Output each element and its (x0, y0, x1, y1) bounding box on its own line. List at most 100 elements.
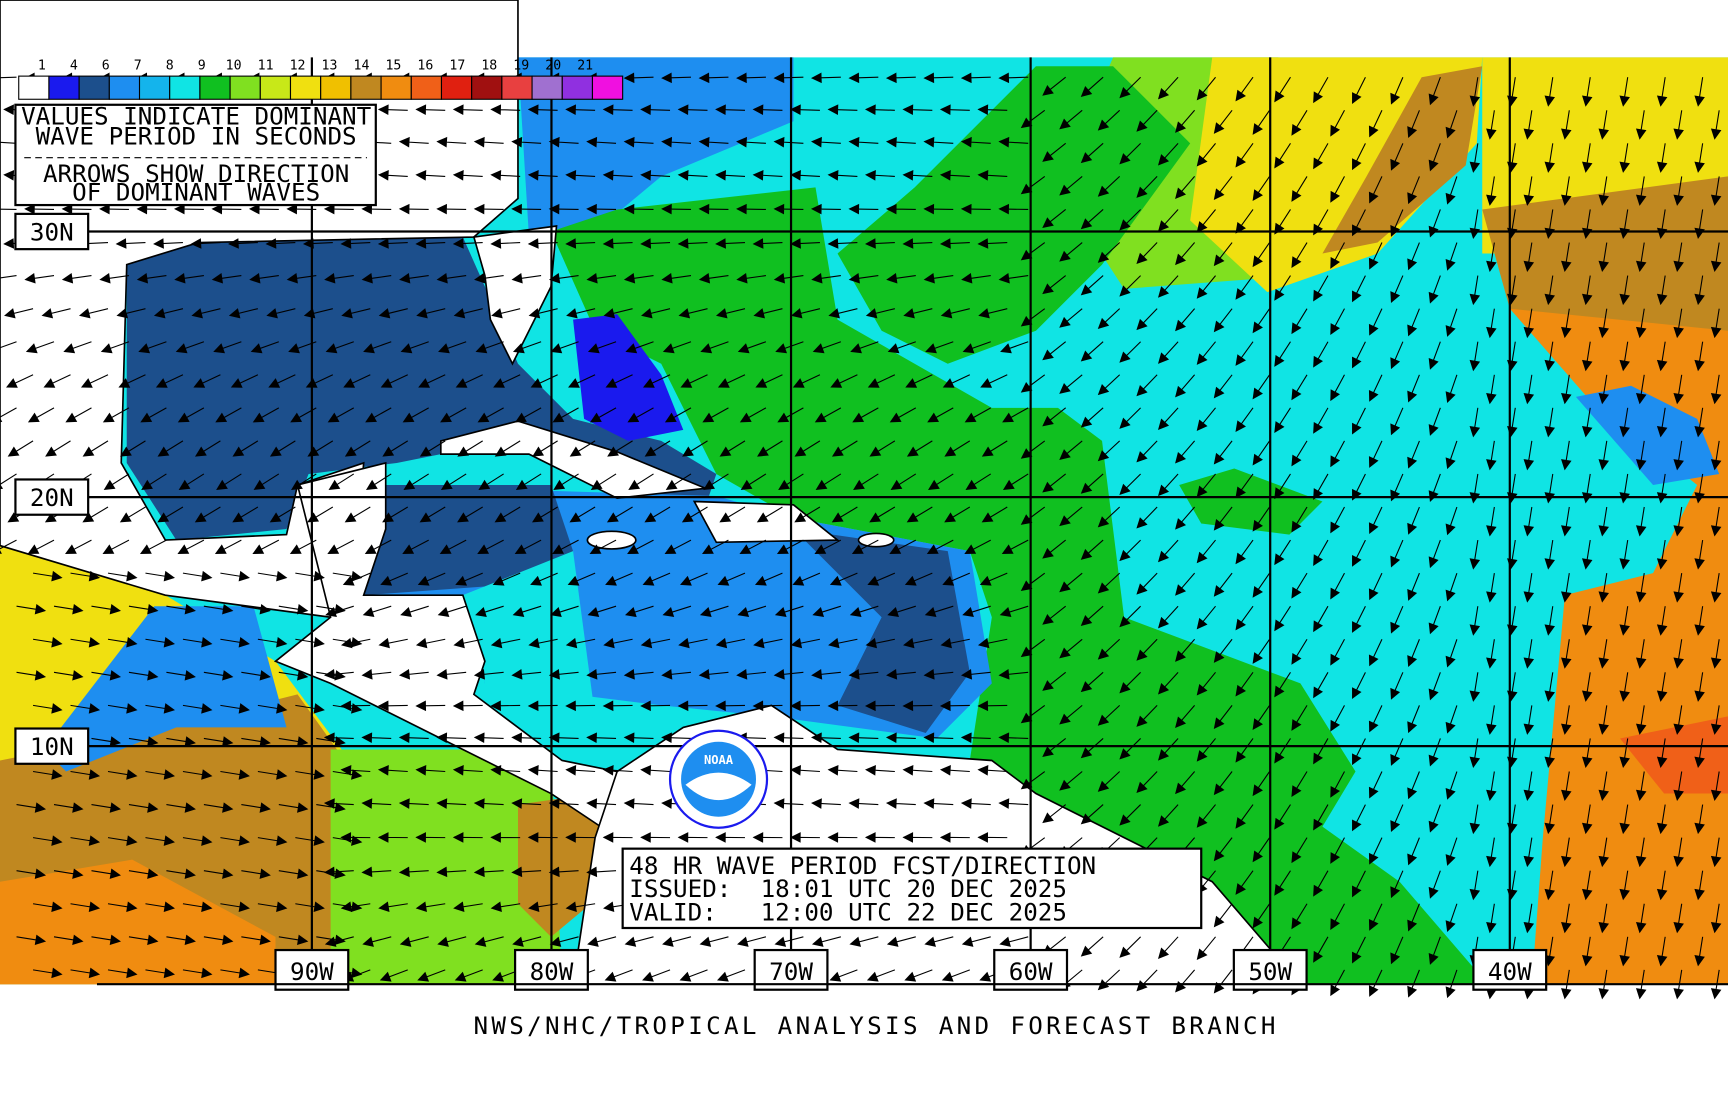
wave-arrow (1445, 176, 1458, 205)
wave-arrow (589, 539, 617, 555)
wave-arrow (295, 703, 325, 714)
wave-arrow (257, 570, 288, 582)
wave-arrow (1213, 969, 1233, 994)
wave-arrow (1097, 308, 1121, 329)
wave-arrow (1042, 275, 1067, 295)
wave-arrow (977, 765, 1008, 776)
wave-arrow (1544, 672, 1555, 702)
wave-arrow (850, 341, 879, 354)
wave-arrow (1710, 506, 1722, 537)
wave-arrow (565, 765, 596, 776)
wave-arrow (1158, 936, 1179, 959)
wave-arrow (1523, 374, 1535, 405)
wave-arrow (1544, 407, 1555, 438)
wave-arrow (752, 170, 783, 181)
wave-arrow (440, 407, 467, 423)
wave-arrow (553, 473, 579, 490)
wave-arrow (698, 273, 729, 284)
wave-arrow (1544, 275, 1555, 306)
wave-arrow (1407, 374, 1420, 403)
wave-arrow (830, 374, 858, 388)
wave-arrow (1235, 804, 1254, 829)
wave-arrow (1710, 705, 1722, 735)
wave-arrow (698, 136, 729, 148)
wave-arrow (640, 170, 671, 181)
wave-arrow (532, 506, 558, 523)
wave-arrow (332, 769, 363, 780)
wave-arrow (642, 374, 671, 388)
wave-arrow (527, 238, 558, 249)
wave-arrow (0, 473, 17, 490)
wave-arrow (1635, 308, 1647, 339)
wave-arrow (1213, 837, 1233, 862)
wave-arrow (457, 506, 483, 523)
wave-arrow (1428, 804, 1441, 833)
wave-arrow (1330, 374, 1345, 402)
wave-arrow (586, 669, 617, 680)
wave-arrow (1080, 76, 1104, 98)
wave-arrow (1635, 771, 1647, 802)
wave-arrow (399, 936, 429, 947)
wave-arrow (642, 572, 671, 586)
wave-arrow (70, 570, 101, 582)
wave-arrow (1673, 110, 1684, 140)
wave-arrow (512, 936, 542, 947)
wave-arrow (1390, 143, 1404, 171)
wave-arrow (1390, 738, 1404, 766)
wave-arrow (848, 732, 879, 744)
legend: 1 4 6 7 8 9 10 11 12 13 14 15 16 17 18 19 20 21 (18, 59, 624, 100)
wave-arrow (365, 473, 392, 490)
wave-arrow (1598, 242, 1609, 273)
wave-arrow (1561, 440, 1572, 471)
wave-arrow (924, 936, 954, 947)
wave-arrow (1136, 176, 1158, 198)
wave-arrow (1213, 506, 1233, 531)
wave-arrow (755, 374, 783, 388)
wave-arrow (773, 273, 804, 284)
wave-arrow (811, 936, 841, 947)
wave-arrow (1235, 76, 1254, 102)
wave-arrow (924, 605, 954, 618)
wave-arrow (1213, 771, 1233, 796)
wave-arrow (377, 238, 408, 249)
wave-arrow (1158, 671, 1179, 695)
wave-arrow (887, 605, 916, 618)
wave-arrow (794, 506, 821, 523)
wave-arrow (328, 473, 355, 490)
wave-arrow (602, 170, 633, 181)
wave-arrow (1656, 870, 1668, 901)
legend-label: 15 (385, 59, 401, 74)
wave-arrow (640, 700, 671, 712)
wave-arrow (1158, 209, 1179, 232)
wave-arrow (1544, 143, 1555, 173)
wave-arrow (903, 308, 933, 319)
legend-swatch (531, 75, 563, 100)
wave-arrow (794, 440, 821, 457)
wave-arrow (715, 170, 746, 181)
wave-arrow (999, 605, 1029, 618)
wave-arrow (1291, 374, 1308, 401)
wave-arrow (1330, 110, 1345, 137)
wave-arrow (1020, 440, 1046, 459)
wave-arrow (1313, 143, 1329, 170)
wave-arrow (528, 637, 558, 649)
wave-arrow (549, 936, 579, 947)
wave-arrow (241, 868, 271, 879)
wave-arrow (1486, 771, 1497, 802)
wave-arrow (587, 341, 617, 354)
wave-arrow (1252, 440, 1271, 466)
wave-arrow (1694, 936, 1705, 967)
wave-arrow (1235, 341, 1254, 366)
wave-arrow (1175, 109, 1196, 133)
wave-arrow (586, 866, 617, 878)
wave-arrow (699, 936, 729, 947)
wave-arrow (753, 308, 783, 319)
wave-arrow (941, 969, 970, 982)
logo-text: NOAA (704, 753, 734, 767)
wave-arrow (398, 866, 429, 878)
wave-arrow (415, 832, 446, 843)
wave-arrow (998, 669, 1029, 680)
wave-arrow (1252, 771, 1271, 797)
wave-arrow (1544, 341, 1555, 372)
wave-arrow (1119, 275, 1141, 297)
